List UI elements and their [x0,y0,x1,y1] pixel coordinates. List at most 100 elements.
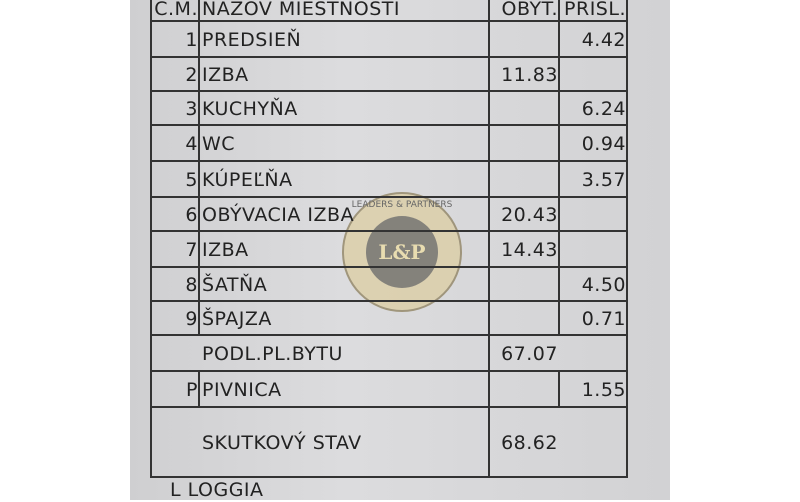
grid-line [558,268,560,302]
podl-label: PODL.PL.BYTU [202,343,343,365]
grid-line [150,58,152,92]
grid-line [626,92,628,126]
grid-line [488,126,490,162]
room-name: ŠATŇA [202,274,268,296]
grid-line [198,372,200,408]
pivnica-name: PIVNICA [202,379,282,401]
living-area [488,162,558,198]
grid-line [488,22,490,58]
total-value: 68.62 [501,432,558,454]
table-row: 5 KÚPEĽŇA 3.57 [150,160,628,198]
room-number: 3 [185,98,198,120]
room-number: 6 [185,204,198,226]
living-area [488,268,558,302]
table-row: 9 ŠPAJZA 0.71 [150,300,628,336]
grid-line [198,0,200,20]
grid-line [198,198,200,232]
grid-line [150,302,152,336]
grid-line [198,92,200,126]
grid-line [488,58,490,92]
grid-line [488,198,490,232]
auxiliary-area [558,198,626,232]
grid-line [626,302,628,336]
room-name: IZBA [202,239,249,261]
total-row: SKUTKOVÝ STAV 68.62 [150,406,628,478]
grid-line [626,0,628,20]
grid-line [150,0,152,20]
table-row: 2 IZBA 11.83 [150,56,628,92]
grid-line [150,336,152,372]
table-row: 4 WC 0.94 [150,124,628,162]
grid-line [150,22,152,58]
total-label: SKUTKOVÝ STAV [202,432,362,454]
grid-line [626,336,628,372]
auxiliary-area: 4.42 [581,29,626,51]
grid-line [558,126,560,162]
room-number: 2 [185,64,198,86]
grid-line [488,0,490,20]
header-obyt: OBYT. [501,0,558,20]
pivnica-cm: P [186,379,198,401]
pivnica-value: 1.55 [581,379,626,401]
grid-line [626,268,628,302]
living-area: 20.43 [501,204,558,226]
grid-line [558,198,560,232]
grid-line [558,92,560,126]
auxiliary-area: 6.24 [581,98,626,120]
auxiliary-area: 3.57 [581,169,626,191]
room-name: KÚPEĽŇA [202,169,293,191]
grid-line [488,268,490,302]
grid-line [150,408,152,478]
grid-line [198,22,200,58]
grid-line [558,0,560,20]
loggia-row: L LOGGIA [150,476,628,502]
grid-line [488,408,490,478]
auxiliary-area: 0.94 [581,133,626,155]
table-row: 8 ŠATŇA 4.50 [150,266,628,302]
grid-line [558,372,560,408]
grid-line [150,232,152,268]
grid-line [558,232,560,268]
room-name: ŠPAJZA [202,308,272,330]
grid-line [558,22,560,58]
table-header: Č.M. NÁZOV MIESTNOSTI OBYT. PRÍSL. [150,0,628,20]
auxiliary-area: 4.50 [581,274,626,296]
grid-line [150,268,152,302]
grid-line [488,372,490,408]
auxiliary-area [558,232,626,268]
living-area [488,92,558,126]
living-area [488,302,558,336]
grid-line [198,162,200,198]
grid-line [558,58,560,92]
grid-line [198,268,200,302]
table-row: 7 IZBA 14.43 [150,230,628,268]
grid-line [626,22,628,58]
grid-line [198,126,200,162]
grid-line [626,162,628,198]
grid-line [150,92,152,126]
room-number: 4 [185,133,198,155]
header-name: NÁZOV MIESTNOSTI [202,0,400,20]
grid-line [626,372,628,408]
grid-line [150,372,152,408]
living-area: 11.83 [501,64,558,86]
grid-line [626,408,628,478]
table-row: 6 OBÝVACIA IZBA 20.43 [150,196,628,232]
room-number: 5 [185,169,198,191]
grid-line [558,162,560,198]
grid-line [488,92,490,126]
table-row: 3 KUCHYŇA 6.24 [150,90,628,126]
cellar-row: P PIVNICA 1.55 [150,370,628,408]
podl-value: 67.07 [501,343,558,365]
grid-line [150,198,152,232]
room-number: 8 [185,274,198,296]
grid-line [488,232,490,268]
grid-line [198,302,200,336]
grid-line [626,58,628,92]
table-row: 1 PREDSIEŇ 4.42 [150,20,628,58]
room-name: KUCHYŇA [202,98,298,120]
header-prisl: PRÍSL. [564,0,626,20]
grid-line [150,162,152,198]
grid-line [626,232,628,268]
room-number: 1 [185,29,198,51]
